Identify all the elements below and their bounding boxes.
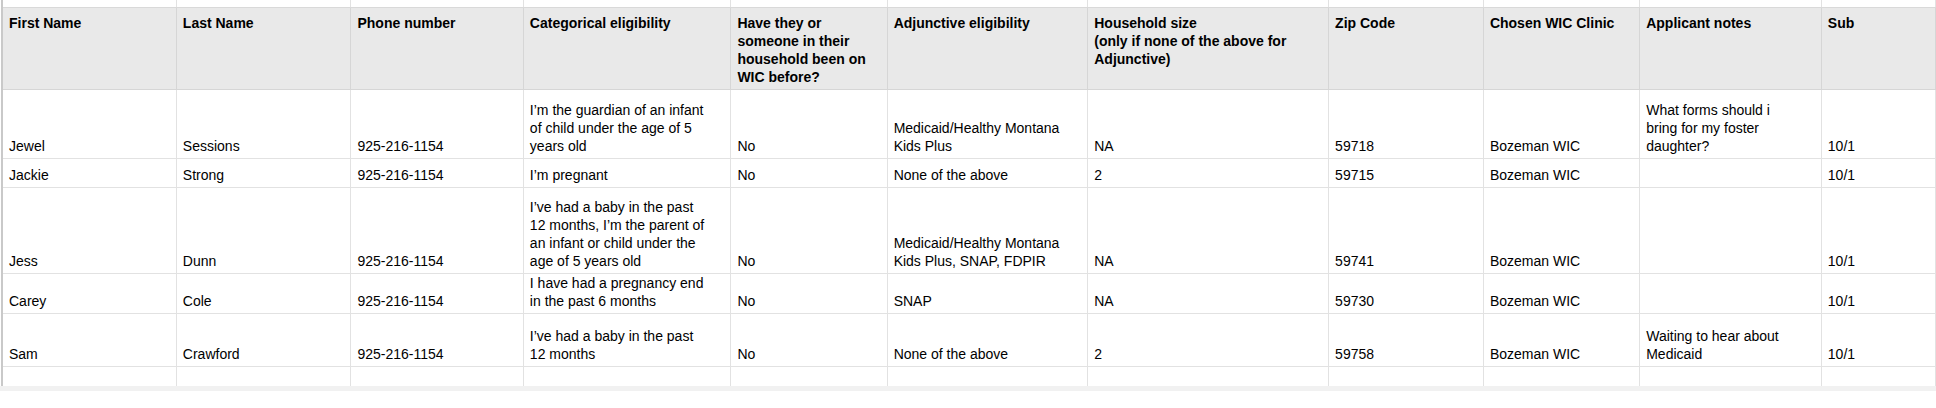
- cell-notes[interactable]: What forms should i bring for my foster …: [1640, 89, 1822, 158]
- cell-first-name[interactable]: Jewel: [3, 89, 176, 158]
- cell-zip-code[interactable]: 59741: [1329, 187, 1484, 273]
- cell-phone[interactable]: 925-216-1154: [351, 313, 523, 366]
- cell-household-size[interactable]: NA: [1088, 273, 1329, 313]
- spreadsheet: { "colors": { "header_bg": "#e9e9e9", "g…: [0, 0, 1936, 408]
- cell-notes[interactable]: Waiting to hear about Medicaid: [1640, 313, 1822, 366]
- header-cell-chosen-wic-clinic[interactable]: Chosen WIC Clinic: [1483, 7, 1639, 89]
- cell-adjunctive-eligibility[interactable]: Medicaid/Healthy Montana Kids Plus: [887, 89, 1088, 158]
- cell-last-name[interactable]: Strong: [176, 158, 351, 187]
- cell-adjunctive-eligibility[interactable]: None of the above: [887, 158, 1088, 187]
- table-row: Jackie Strong 925-216-1154 I’m pregnant …: [3, 158, 1936, 187]
- header-cell-submitted-truncated[interactable]: Sub: [1821, 7, 1935, 89]
- header-cell-categorical-eligibility[interactable]: Categorical eligibility: [523, 7, 731, 89]
- empty-cell[interactable]: [176, 366, 351, 387]
- cell-submitted[interactable]: 10/1: [1821, 89, 1935, 158]
- cell-notes[interactable]: [1640, 273, 1822, 313]
- cell-submitted[interactable]: 10/1: [1821, 313, 1935, 366]
- cell-categorical-eligibility[interactable]: I’ve had a baby in the past 12 months, I…: [523, 187, 731, 273]
- cell-last-name[interactable]: Sessions: [176, 89, 351, 158]
- cell-wic-before[interactable]: No: [731, 158, 887, 187]
- cell-categorical-eligibility[interactable]: I have had a pregnancy end in the past 6…: [523, 273, 731, 313]
- cell-last-name[interactable]: Crawford: [176, 313, 351, 366]
- partial-cell: [1088, 0, 1329, 7]
- cell-categorical-eligibility[interactable]: I’ve had a baby in the past 12 months: [523, 313, 731, 366]
- cell-adjunctive-eligibility[interactable]: Medicaid/Healthy Montana Kids Plus, SNAP…: [887, 187, 1088, 273]
- empty-cell[interactable]: [1821, 366, 1935, 387]
- sheet-end-band: [0, 386, 1936, 391]
- empty-cell[interactable]: [351, 366, 523, 387]
- cell-first-name[interactable]: Carey: [3, 273, 176, 313]
- partial-cell: [1640, 0, 1822, 7]
- partial-cell: [3, 0, 176, 7]
- header-cell-wic-before[interactable]: Have they or someone in their household …: [731, 7, 887, 89]
- header-cell-first-name[interactable]: First Name: [3, 7, 176, 89]
- cell-household-size[interactable]: NA: [1088, 187, 1329, 273]
- cell-phone[interactable]: 925-216-1154: [351, 89, 523, 158]
- cell-notes[interactable]: [1640, 187, 1822, 273]
- cell-wic-before[interactable]: No: [731, 313, 887, 366]
- empty-cell[interactable]: [523, 366, 731, 387]
- cell-submitted[interactable]: 10/1: [1821, 187, 1935, 273]
- cell-wic-before[interactable]: No: [731, 89, 887, 158]
- cell-phone[interactable]: 925-216-1154: [351, 158, 523, 187]
- cell-phone[interactable]: 925-216-1154: [351, 187, 523, 273]
- cell-zip-code[interactable]: 59718: [1329, 89, 1484, 158]
- cell-last-name[interactable]: Cole: [176, 273, 351, 313]
- cell-first-name[interactable]: Jackie: [3, 158, 176, 187]
- partial-cell: [731, 0, 887, 7]
- cell-phone[interactable]: 925-216-1154: [351, 273, 523, 313]
- cell-zip-code[interactable]: 59730: [1329, 273, 1484, 313]
- partial-cell: [351, 0, 523, 7]
- partial-cell: [1329, 0, 1484, 7]
- empty-cell[interactable]: [1483, 366, 1639, 387]
- empty-row: [3, 366, 1936, 387]
- empty-cell[interactable]: [1088, 366, 1329, 387]
- cell-submitted[interactable]: 10/1: [1821, 273, 1935, 313]
- table-row: Jess Dunn 925-216-1154 I’ve had a baby i…: [3, 187, 1936, 273]
- table-row: Jewel Sessions 925-216-1154 I’m the guar…: [3, 89, 1936, 158]
- cell-adjunctive-eligibility[interactable]: None of the above: [887, 313, 1088, 366]
- table-row: Carey Cole 925-216-1154 I have had a pre…: [3, 273, 1936, 313]
- partial-cell: [176, 0, 351, 7]
- cell-wic-before[interactable]: No: [731, 187, 887, 273]
- partial-cell: [1483, 0, 1639, 7]
- cell-chosen-clinic[interactable]: Bozeman WIC: [1483, 187, 1639, 273]
- header-cell-last-name[interactable]: Last Name: [176, 7, 351, 89]
- partial-cell: [523, 0, 731, 7]
- cell-notes[interactable]: [1640, 158, 1822, 187]
- cell-zip-code[interactable]: 59715: [1329, 158, 1484, 187]
- cell-chosen-clinic[interactable]: Bozeman WIC: [1483, 273, 1639, 313]
- header-cell-adjunctive-eligibility[interactable]: Adjunctive eligibility: [887, 7, 1088, 89]
- partial-cell: [1821, 0, 1935, 7]
- header-cell-household-size[interactable]: Household size (only if none of the abov…: [1088, 7, 1329, 89]
- header-cell-applicant-notes[interactable]: Applicant notes: [1640, 7, 1822, 89]
- cell-last-name[interactable]: Dunn: [176, 187, 351, 273]
- header-cell-zip-code[interactable]: Zip Code: [1329, 7, 1484, 89]
- cell-household-size[interactable]: NA: [1088, 89, 1329, 158]
- empty-cell[interactable]: [3, 366, 176, 387]
- empty-cell[interactable]: [731, 366, 887, 387]
- cell-household-size[interactable]: 2: [1088, 313, 1329, 366]
- cell-submitted[interactable]: 10/1: [1821, 158, 1935, 187]
- partial-cell: [887, 0, 1088, 7]
- cell-chosen-clinic[interactable]: Bozeman WIC: [1483, 158, 1639, 187]
- table-row: Sam Crawford 925-216-1154 I’ve had a bab…: [3, 313, 1936, 366]
- cell-first-name[interactable]: Jess: [3, 187, 176, 273]
- cell-wic-before[interactable]: No: [731, 273, 887, 313]
- header-cell-phone-number[interactable]: Phone number: [351, 7, 523, 89]
- cell-household-size[interactable]: 2: [1088, 158, 1329, 187]
- cell-chosen-clinic[interactable]: Bozeman WIC: [1483, 313, 1639, 366]
- cell-chosen-clinic[interactable]: Bozeman WIC: [1483, 89, 1639, 158]
- empty-cell[interactable]: [1329, 366, 1484, 387]
- cell-adjunctive-eligibility[interactable]: SNAP: [887, 273, 1088, 313]
- cell-categorical-eligibility[interactable]: I’m the guardian of an infant of child u…: [523, 89, 731, 158]
- cell-zip-code[interactable]: 59758: [1329, 313, 1484, 366]
- partial-row-above: [3, 0, 1936, 7]
- cell-categorical-eligibility[interactable]: I’m pregnant: [523, 158, 731, 187]
- cell-first-name[interactable]: Sam: [3, 313, 176, 366]
- empty-cell[interactable]: [1640, 366, 1822, 387]
- header-row: First Name Last Name Phone number Catego…: [3, 7, 1936, 89]
- spreadsheet-grid: First Name Last Name Phone number Catego…: [3, 0, 1936, 388]
- empty-cell[interactable]: [887, 366, 1088, 387]
